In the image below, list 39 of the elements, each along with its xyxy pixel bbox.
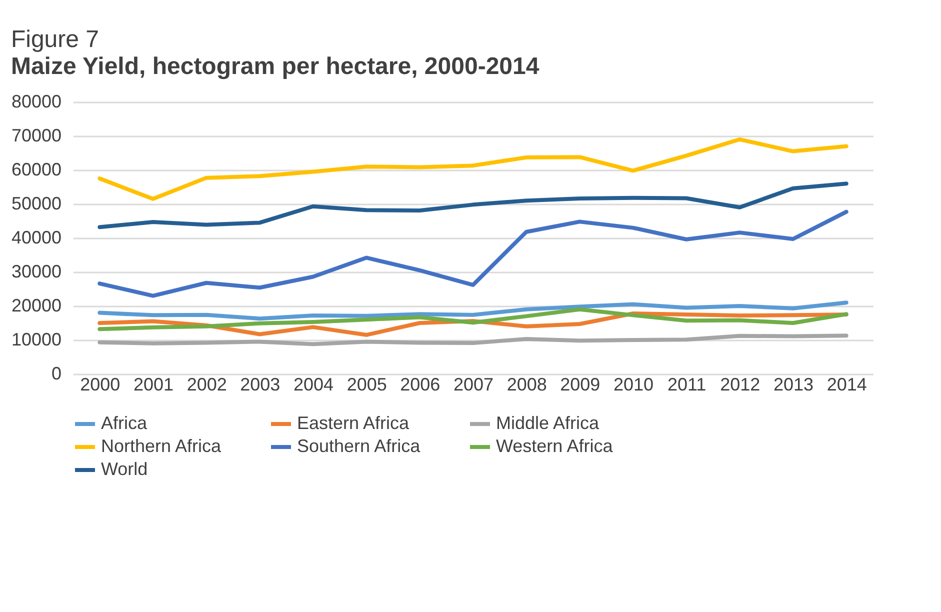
y-tick-label: 80000	[11, 92, 62, 112]
x-tick-label: 2005	[346, 374, 387, 394]
x-tick-label: 2007	[453, 374, 494, 394]
legend-label: Southern Africa	[297, 436, 422, 456]
x-tick-label: 2000	[80, 374, 120, 394]
legend-label: World	[101, 459, 148, 479]
line-series	[98, 307, 848, 332]
y-tick-label: 70000	[11, 126, 62, 146]
line-series	[98, 210, 848, 298]
x-tick-label: 2002	[186, 374, 227, 394]
line-series	[98, 334, 848, 346]
y-tick-label: 50000	[11, 194, 62, 214]
x-tick-label: 2003	[240, 374, 280, 394]
chart-title: Figure 7	[10, 26, 99, 53]
y-tick-label: 40000	[11, 228, 62, 248]
x-tick-label: 2014	[826, 374, 867, 394]
y-tick-label: 20000	[11, 296, 62, 316]
x-tick-label: 2001	[133, 374, 174, 394]
line-series	[98, 137, 848, 201]
line-series	[98, 300, 848, 321]
legend-label: Eastern Africa	[297, 413, 410, 433]
y-tick-label: 0	[51, 364, 62, 384]
x-tick-label: 2004	[293, 374, 334, 394]
y-tick-label: 30000	[11, 262, 62, 282]
x-tick-label: 2012	[720, 374, 760, 394]
x-tick-label: 2006	[400, 374, 440, 394]
x-tick-label: 2009	[560, 374, 600, 394]
x-tick-label: 2011	[667, 374, 706, 394]
legend-label: Africa	[101, 413, 148, 433]
y-tick-label: 60000	[11, 160, 62, 180]
legend-label: Western Africa	[496, 436, 614, 456]
line-series	[98, 182, 848, 230]
x-tick-label: 2013	[773, 374, 814, 394]
legend-label: Northern Africa	[101, 436, 222, 456]
chart-subtitle: Maize Yield, hectogram per hectare, 2000-2014	[10, 53, 540, 80]
legend-label: Middle Africa	[496, 413, 600, 433]
x-tick-label: 2010	[613, 374, 654, 394]
y-tick-label: 10000	[11, 330, 62, 350]
x-tick-label: 2008	[506, 374, 547, 394]
